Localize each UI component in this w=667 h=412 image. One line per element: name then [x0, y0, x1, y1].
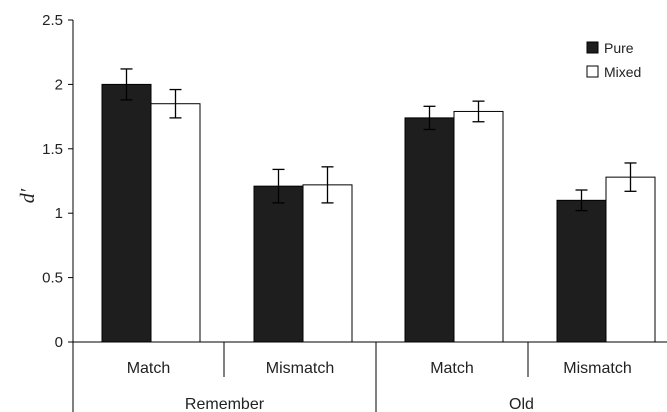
y-tick-label: 1 [55, 205, 63, 222]
bar-mixed [605, 176, 656, 343]
category-label: Mismatch [563, 360, 631, 377]
category-label: Match [430, 360, 474, 377]
y-tick-label: 1.5 [42, 141, 63, 158]
bar-pure [253, 185, 304, 343]
bar-mixed [150, 103, 201, 343]
bar-pure [556, 199, 607, 343]
legend-label-mixed: Mixed [604, 64, 641, 80]
legend-swatch-pure [586, 41, 599, 54]
legend-swatch-mixed [586, 65, 599, 78]
bar-mixed [453, 110, 504, 343]
y-tick-label: 2.5 [42, 12, 63, 29]
group-label: Old [509, 396, 534, 412]
y-tick-label: 0 [55, 334, 63, 351]
x-axis: Match Mismatch Match Mismatch Remember Old [73, 341, 667, 412]
bars [101, 68, 656, 343]
y-tick-label: 2 [55, 76, 63, 93]
legend-label-pure: Pure [604, 40, 634, 56]
bar-pure [101, 83, 152, 343]
bar-mixed [302, 184, 353, 343]
category-label: Match [127, 360, 171, 377]
y-axis-label: d′ [17, 188, 39, 203]
y-axis: 0 0.5 1 1.5 2 2.5 [42, 12, 74, 412]
bar-pure [404, 117, 455, 343]
y-tick-label: 0.5 [42, 270, 63, 287]
category-label: Mismatch [266, 360, 334, 377]
group-label: Remember [185, 396, 265, 412]
legend: Pure Mixed [586, 40, 641, 80]
